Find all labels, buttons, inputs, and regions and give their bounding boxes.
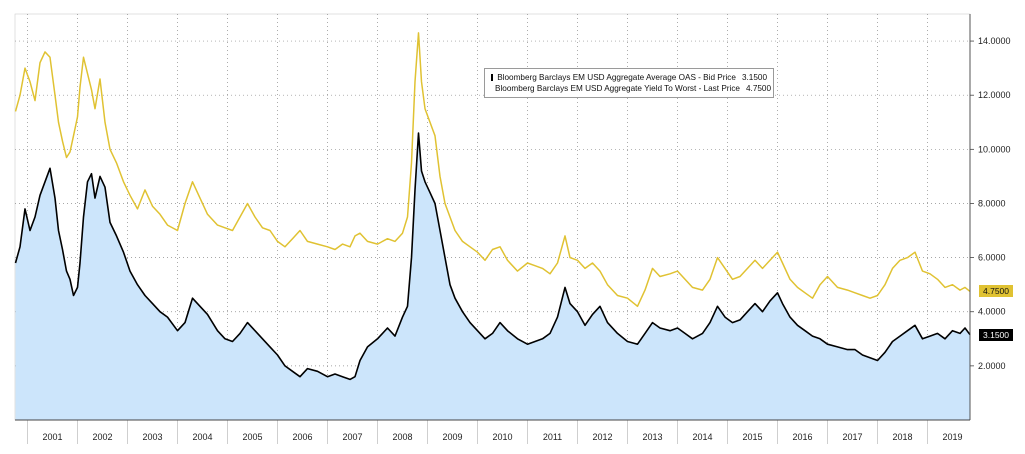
x-tick-label: 2009	[442, 432, 462, 442]
last-value-tag-ytw: 4.7500	[979, 285, 1013, 298]
x-tick-label: 2008	[392, 432, 412, 442]
x-tick-label: 2006	[292, 432, 312, 442]
legend-entry-ytw: Bloomberg Barclays EM USD Aggregate Yiel…	[491, 83, 771, 94]
series-area-0	[15, 133, 970, 420]
y-tick-label: 6.0000	[978, 253, 1006, 263]
legend-value-ytw: 4.7500	[745, 84, 772, 93]
y-tick-label: 4.0000	[978, 307, 1006, 317]
axes: 2.0000 4.0000 6.0000 8.0000 10.0000 12.0000 14…	[15, 14, 1011, 444]
x-tick-label: 2011	[543, 432, 562, 442]
x-tick-label: 2018	[892, 432, 912, 442]
x-tick-label: 2012	[592, 432, 612, 442]
legend-value-oas: 3.1500	[741, 73, 767, 82]
area-layer	[15, 133, 970, 420]
legend-label-ytw: Bloomberg Barclays EM USD Aggregate Yiel…	[495, 84, 740, 93]
y-tick-label: 10.0000	[978, 144, 1011, 154]
x-tick-label: 2007	[342, 432, 362, 442]
line-layer	[14, 32, 971, 381]
series-line-1	[14, 32, 971, 308]
y-tick-label: 14.0000	[978, 36, 1011, 46]
x-tick-label: 2015	[742, 432, 762, 442]
y-tick-label: 2.0000	[978, 361, 1006, 371]
legend-swatch-oas	[491, 74, 494, 81]
x-tick-label: 2013	[642, 432, 662, 442]
y-tick-label: 8.0000	[978, 198, 1006, 208]
x-tick-label: 2001	[42, 432, 62, 442]
legend: Bloomberg Barclays EM USD Aggregate Aver…	[484, 68, 774, 98]
x-tick-label: 2014	[692, 432, 712, 442]
x-tick-label: 2004	[192, 432, 212, 442]
y-tick-label: 12.0000	[978, 90, 1011, 100]
series-line-0	[14, 132, 971, 381]
x-tick-label: 2010	[492, 432, 512, 442]
x-tick-label: 2017	[842, 432, 862, 442]
last-value-tag-oas: 3.1500	[979, 328, 1013, 341]
x-tick-label: 2003	[142, 432, 162, 442]
legend-label-oas: Bloomberg Barclays EM USD Aggregate Aver…	[497, 73, 736, 82]
x-tick-label: 2016	[792, 432, 812, 442]
x-tick-label: 2019	[942, 432, 962, 442]
x-tick-label: 2002	[92, 432, 112, 442]
legend-entry-oas: Bloomberg Barclays EM USD Aggregate Aver…	[491, 72, 767, 83]
x-tick-label: 2005	[242, 432, 262, 442]
